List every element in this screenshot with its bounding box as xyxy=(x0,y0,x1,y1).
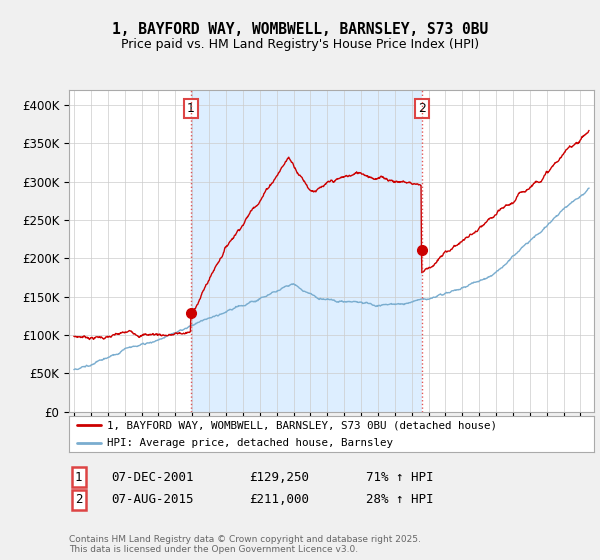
Text: Price paid vs. HM Land Registry's House Price Index (HPI): Price paid vs. HM Land Registry's House … xyxy=(121,38,479,51)
Text: 1, BAYFORD WAY, WOMBWELL, BARNSLEY, S73 0BU: 1, BAYFORD WAY, WOMBWELL, BARNSLEY, S73 … xyxy=(112,22,488,38)
Text: 71% ↑ HPI: 71% ↑ HPI xyxy=(366,470,433,484)
Text: 28% ↑ HPI: 28% ↑ HPI xyxy=(366,493,433,506)
Text: 1: 1 xyxy=(75,470,83,484)
Text: 07-DEC-2001: 07-DEC-2001 xyxy=(111,470,193,484)
Text: HPI: Average price, detached house, Barnsley: HPI: Average price, detached house, Barn… xyxy=(107,438,393,449)
Text: 1, BAYFORD WAY, WOMBWELL, BARNSLEY, S73 0BU (detached house): 1, BAYFORD WAY, WOMBWELL, BARNSLEY, S73 … xyxy=(107,420,497,430)
Text: £211,000: £211,000 xyxy=(249,493,309,506)
Text: Contains HM Land Registry data © Crown copyright and database right 2025.
This d: Contains HM Land Registry data © Crown c… xyxy=(69,535,421,554)
Text: £129,250: £129,250 xyxy=(249,470,309,484)
Text: 07-AUG-2015: 07-AUG-2015 xyxy=(111,493,193,506)
Text: 1: 1 xyxy=(187,102,195,115)
Text: 2: 2 xyxy=(418,102,425,115)
Bar xyxy=(191,90,422,412)
Text: 2: 2 xyxy=(75,493,83,506)
